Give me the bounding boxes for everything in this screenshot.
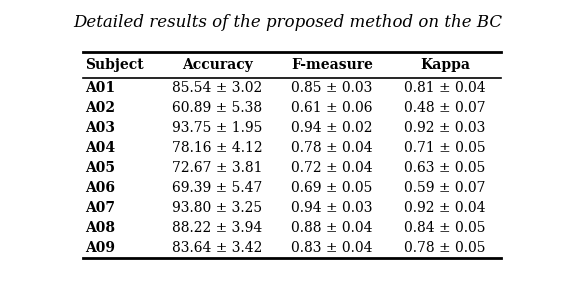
Text: Subject: Subject — [85, 58, 144, 72]
Text: 78.16 ± 4.12: 78.16 ± 4.12 — [172, 141, 262, 155]
Text: A08: A08 — [85, 221, 116, 235]
Text: 72.67 ± 3.81: 72.67 ± 3.81 — [172, 161, 262, 175]
Text: Kappa: Kappa — [420, 58, 470, 72]
Text: 93.80 ± 3.25: 93.80 ± 3.25 — [172, 201, 262, 215]
Text: Detailed results of the proposed method on the BC: Detailed results of the proposed method … — [74, 14, 502, 31]
Text: A02: A02 — [85, 101, 116, 115]
Text: 0.92 ± 0.03: 0.92 ± 0.03 — [404, 121, 486, 135]
Text: A06: A06 — [85, 181, 116, 195]
Text: 0.59 ± 0.07: 0.59 ± 0.07 — [404, 181, 486, 195]
Text: Accuracy: Accuracy — [182, 58, 252, 72]
Text: 0.92 ± 0.04: 0.92 ± 0.04 — [404, 201, 486, 215]
Text: A07: A07 — [85, 201, 116, 215]
Text: 0.72 ± 0.04: 0.72 ± 0.04 — [291, 161, 373, 175]
Text: 0.83 ± 0.04: 0.83 ± 0.04 — [291, 241, 373, 255]
Text: 0.81 ± 0.04: 0.81 ± 0.04 — [404, 81, 486, 95]
Text: 0.48 ± 0.07: 0.48 ± 0.07 — [404, 101, 486, 115]
Text: 0.85 ± 0.03: 0.85 ± 0.03 — [292, 81, 373, 95]
Text: 0.84 ± 0.05: 0.84 ± 0.05 — [404, 221, 486, 235]
Text: 0.63 ± 0.05: 0.63 ± 0.05 — [404, 161, 486, 175]
Text: 0.88 ± 0.04: 0.88 ± 0.04 — [291, 221, 373, 235]
Text: F-measure: F-measure — [291, 58, 373, 72]
Text: A05: A05 — [85, 161, 116, 175]
Text: 0.61 ± 0.06: 0.61 ± 0.06 — [291, 101, 373, 115]
Text: 88.22 ± 3.94: 88.22 ± 3.94 — [172, 221, 262, 235]
Text: A04: A04 — [85, 141, 116, 155]
Text: 0.71 ± 0.05: 0.71 ± 0.05 — [404, 141, 486, 155]
Text: A03: A03 — [85, 121, 116, 135]
Text: 0.78 ± 0.05: 0.78 ± 0.05 — [404, 241, 486, 255]
Text: 85.54 ± 3.02: 85.54 ± 3.02 — [172, 81, 262, 95]
Text: 83.64 ± 3.42: 83.64 ± 3.42 — [172, 241, 262, 255]
Text: A01: A01 — [85, 81, 116, 95]
Text: 69.39 ± 5.47: 69.39 ± 5.47 — [172, 181, 262, 195]
Text: A09: A09 — [85, 241, 116, 255]
Text: 93.75 ± 1.95: 93.75 ± 1.95 — [172, 121, 262, 135]
Text: 0.69 ± 0.05: 0.69 ± 0.05 — [292, 181, 373, 195]
Text: 60.89 ± 5.38: 60.89 ± 5.38 — [172, 101, 262, 115]
Text: 0.94 ± 0.03: 0.94 ± 0.03 — [291, 201, 373, 215]
Text: 0.78 ± 0.04: 0.78 ± 0.04 — [291, 141, 373, 155]
Text: 0.94 ± 0.02: 0.94 ± 0.02 — [291, 121, 373, 135]
